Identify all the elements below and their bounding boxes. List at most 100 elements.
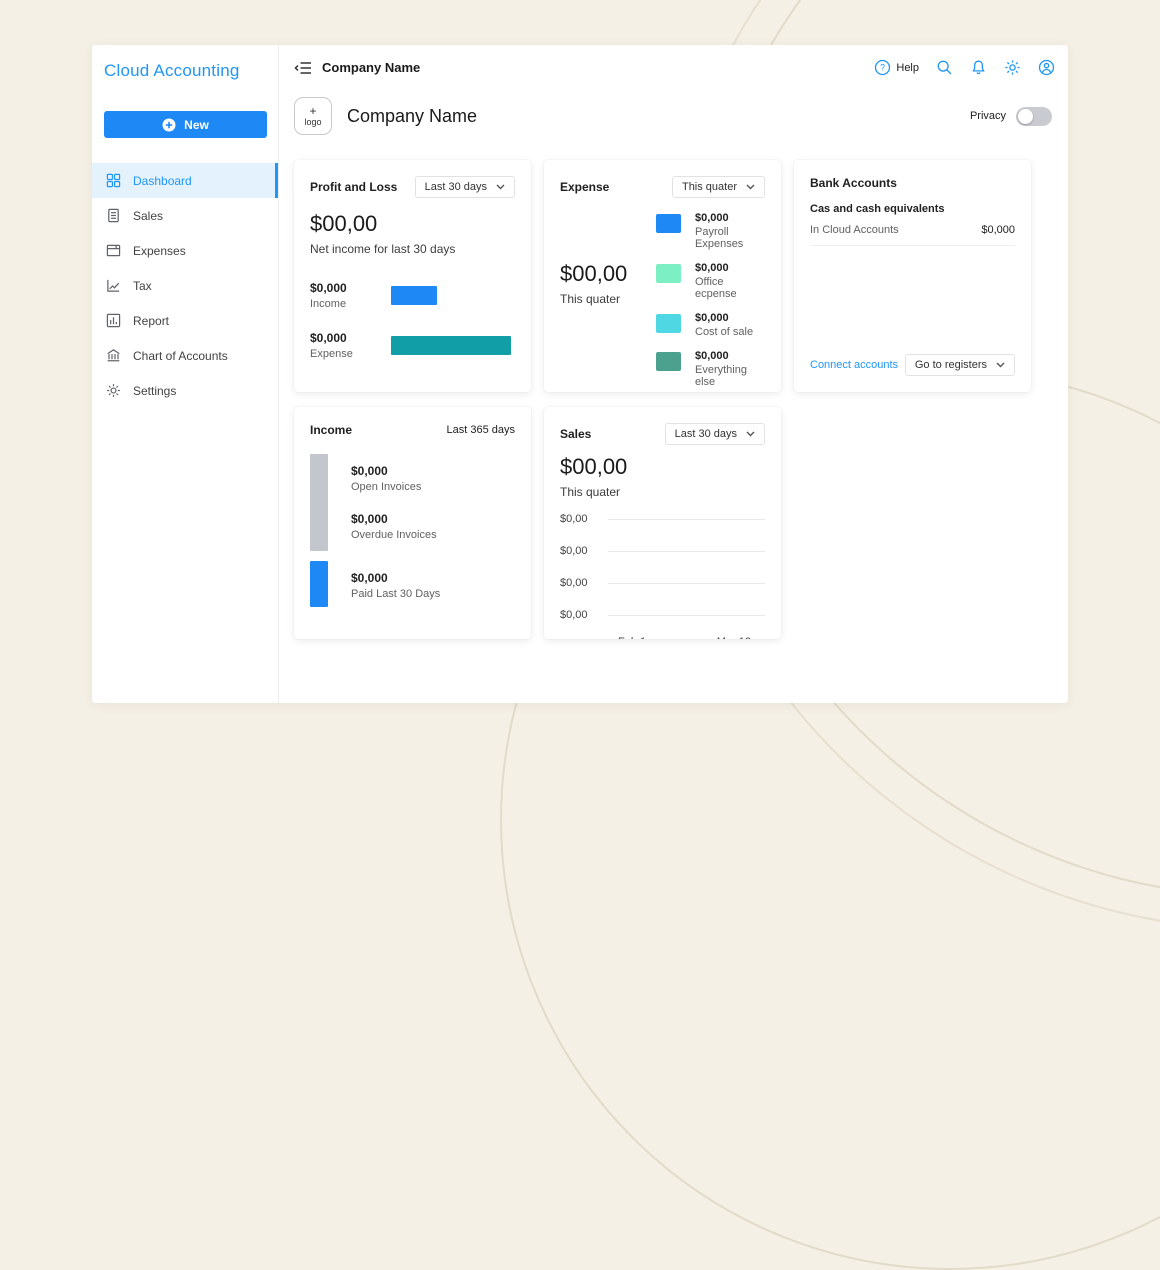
privacy-control: Privacy (970, 106, 1052, 126)
sidebar-item-settings[interactable]: Settings (92, 373, 278, 408)
paid-last-30-days-label: Paid Last 30 Days (351, 588, 441, 600)
sales-range-dropdown[interactable]: Last 30 days (664, 423, 765, 445)
income-range-label: Last 365 days (446, 424, 516, 436)
sidebar-item-sales[interactable]: Sales (92, 198, 278, 233)
income-label: Income (310, 298, 347, 310)
page-header: + logo Company Name Privacy (280, 90, 1068, 135)
overdue-invoices-item: $0,000 Overdue Invoices (351, 512, 437, 541)
profit-loss-range-dropdown[interactable]: Last 30 days (414, 176, 515, 198)
legend-label: Payroll Expenses (695, 226, 744, 250)
account-avatar-icon[interactable] (1038, 59, 1055, 76)
expense-range-dropdown[interactable]: This quater (671, 176, 765, 198)
sidebar-item-label: Sales (133, 208, 164, 223)
overdue-invoices-value: $0,000 (351, 512, 388, 526)
profit-and-loss-card: Profit and Loss Last 30 days $00,00 Net … (294, 160, 531, 392)
collapse-menu-icon[interactable] (294, 61, 312, 75)
card-title: Expense (560, 180, 610, 194)
gridline (608, 614, 765, 616)
sales-card: Sales Last 30 days $00,00 This quater $0… (544, 407, 781, 639)
dashboard-cards-grid: Profit and Loss Last 30 days $00,00 Net … (294, 160, 1054, 639)
y-axis-tick: $0,00 (560, 545, 588, 557)
toggle-knob (1018, 108, 1033, 124)
legend-label: Cost of sale (695, 326, 754, 338)
card-title: Sales (560, 427, 592, 441)
gridline (608, 550, 765, 552)
help-label: Help (896, 61, 919, 74)
settings-gear-icon[interactable] (1004, 59, 1021, 76)
paid-last-30-days-value: $0,000 (351, 571, 388, 585)
paid-invoices-bar (310, 561, 328, 607)
sidebar-item-label: Tax (133, 278, 152, 293)
expense-legend: $0,000 Payroll Expenses $0,000 Office ec… (656, 212, 765, 388)
sidebar-item-chart-of-accounts[interactable]: Chart of Accounts (92, 338, 278, 373)
legend-item-cost-of-sale: $0,000 Cost of sale (656, 312, 765, 338)
bank-account-balance: $0,000 (981, 224, 1015, 236)
income-bar (391, 286, 437, 305)
legend-item-office: $0,000 Office ecpense (656, 262, 765, 300)
help-button[interactable]: ? Help (874, 59, 919, 76)
chevron-down-icon (496, 184, 505, 190)
x-axis-tick: Mar 12 (717, 636, 751, 639)
new-button-label: New (184, 117, 209, 132)
sales-total-caption: This quater (560, 485, 621, 499)
chevron-down-icon (746, 184, 755, 190)
unpaid-invoices-bar (310, 454, 328, 551)
sidebar-item-report[interactable]: Report (92, 303, 278, 338)
overdue-invoices-label: Overdue Invoices (351, 529, 437, 541)
plus-icon: + (309, 103, 317, 118)
sales-chart: $0,00 $0,00 $0,00 $0,00 (560, 503, 765, 631)
card-title: Bank Accounts (810, 176, 897, 190)
sales-total-amount: $00,00 (560, 454, 628, 479)
search-icon[interactable] (936, 59, 953, 76)
card-title: Income (310, 423, 353, 437)
bank-accounts-card: Bank Accounts Cas and cash equivalents I… (794, 160, 1031, 392)
legend-label: Everything else (695, 364, 747, 388)
card-title: Profit and Loss (310, 180, 398, 194)
legend-value: $0,000 (695, 262, 729, 274)
chevron-down-icon (996, 362, 1005, 368)
page-title: Company Name (347, 105, 478, 126)
payroll-swatch (656, 214, 681, 233)
topbar: Company Name ? Help (280, 45, 1068, 90)
go-to-registers-dropdown[interactable]: Go to registers (904, 354, 1015, 376)
sidebar-item-label: Chart of Accounts (133, 348, 228, 363)
dashboard-icon (106, 173, 122, 189)
x-axis-labels: Feb 1 Mar 12 (560, 631, 765, 639)
app-window: Cloud Accounting New Dashboard Sales Exp… (92, 45, 1068, 703)
main-area: Company Name ? Help (280, 45, 1068, 703)
notifications-bell-icon[interactable] (970, 59, 987, 76)
sidebar-item-label: Dashboard (133, 173, 192, 188)
window-icon (106, 243, 122, 259)
sidebar-item-expenses[interactable]: Expenses (92, 233, 278, 268)
sidebar-item-tax[interactable]: Tax (92, 268, 278, 303)
y-axis-tick: $0,00 (560, 577, 588, 589)
gridline (608, 518, 765, 520)
dropdown-value: Go to registers (914, 359, 987, 371)
sidebar-menu: Dashboard Sales Expenses Tax Report Char… (92, 163, 278, 408)
legend-item-payroll: $0,000 Payroll Expenses (656, 212, 765, 250)
expense-bar-row: $0,000 Expense (310, 331, 515, 360)
expense-label: Expense (310, 348, 353, 360)
income-bar-row: $0,000 Income (310, 281, 515, 310)
privacy-toggle[interactable] (1016, 106, 1052, 126)
chevron-down-icon (746, 431, 755, 437)
chart-row: $0,00 (560, 503, 765, 535)
dropdown-value: Last 30 days (674, 428, 737, 440)
legend-value: $0,000 (695, 212, 729, 224)
dropdown-value: This quater (681, 181, 737, 193)
income-value: $0,000 (310, 281, 347, 295)
expense-value: $0,000 (310, 331, 347, 345)
bank-icon (106, 348, 122, 364)
legend-item-everything-else: $0,000 Everything else (656, 350, 765, 388)
net-income-caption: Net income for last 30 days (310, 242, 456, 256)
open-invoices-item: $0,000 Open Invoices (351, 464, 421, 493)
bank-account-name: In Cloud Accounts (810, 224, 899, 236)
connect-accounts-link[interactable]: Connect accounts (810, 359, 899, 371)
bank-section-heading: Cas and cash equivalents (810, 203, 945, 215)
y-axis-tick: $0,00 (560, 513, 588, 525)
sidebar-item-dashboard[interactable]: Dashboard (92, 163, 278, 198)
legend-label: Office ecpense (695, 276, 737, 300)
gear-icon (106, 383, 122, 399)
add-logo-button[interactable]: + logo (294, 97, 332, 135)
new-button[interactable]: New (104, 111, 267, 138)
